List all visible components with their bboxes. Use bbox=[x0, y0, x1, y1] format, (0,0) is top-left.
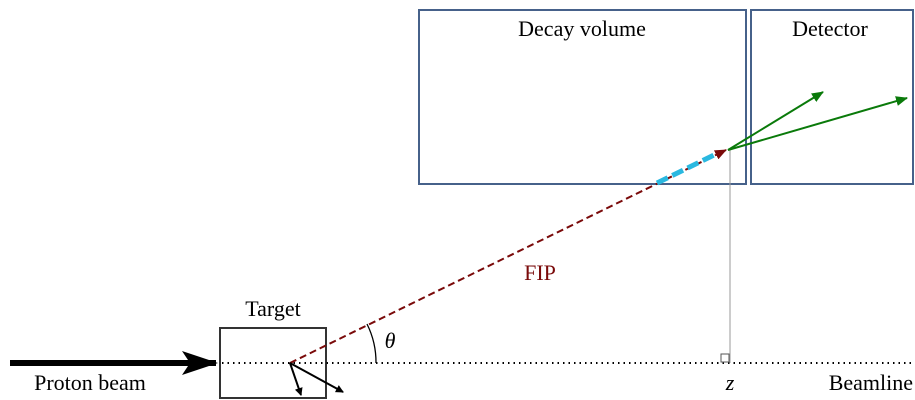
detector-box bbox=[750, 9, 914, 185]
decay-product bbox=[727, 96, 908, 151]
decay-segment bbox=[655, 152, 716, 186]
target-box bbox=[219, 327, 327, 399]
fip-track bbox=[289, 149, 727, 364]
detector-label: Detector bbox=[792, 16, 868, 41]
target-label: Target bbox=[245, 296, 300, 321]
fip-label: FIP bbox=[524, 260, 556, 285]
decay-volume-label: Decay volume bbox=[518, 16, 646, 41]
decay-volume-box bbox=[418, 9, 747, 185]
secondary-arrow bbox=[289, 362, 303, 396]
z-label: z bbox=[725, 370, 735, 395]
secondary-arrow bbox=[289, 362, 344, 393]
right-angle bbox=[720, 353, 730, 363]
proton-beam-label: Proton beam bbox=[34, 370, 146, 395]
decay-product bbox=[727, 91, 824, 151]
angle-arc bbox=[366, 323, 377, 364]
theta-label: θ bbox=[385, 328, 396, 353]
beamline-label: Beamline bbox=[829, 370, 913, 395]
